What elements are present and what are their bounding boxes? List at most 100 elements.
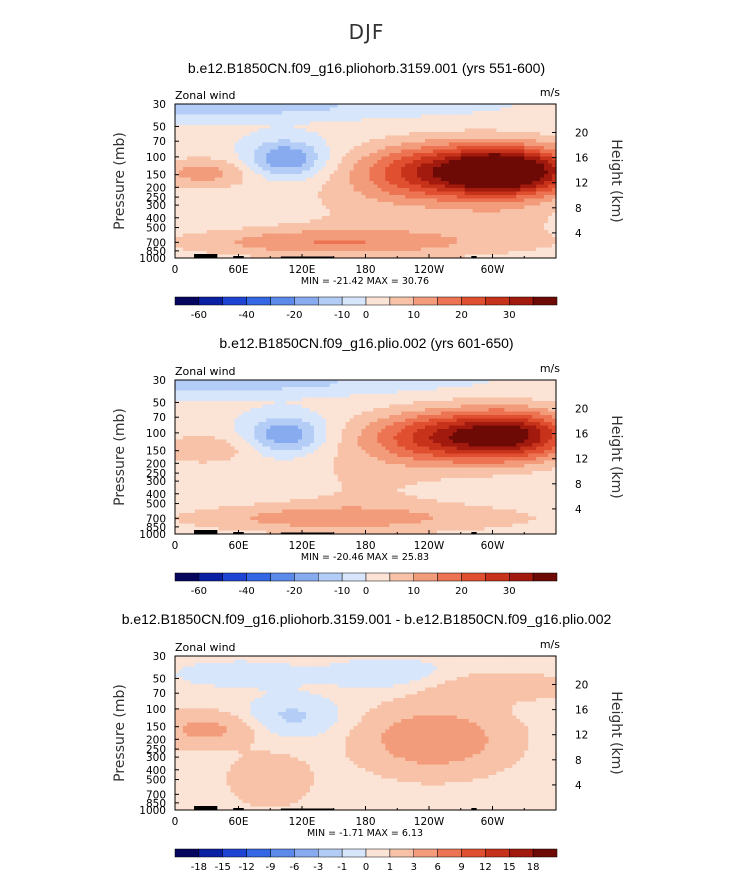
contour-cell: [429, 198, 434, 203]
contour-cell: [309, 167, 315, 172]
contour-cell: [313, 184, 319, 189]
contour-cell: [429, 118, 434, 123]
contour-cell: [468, 177, 474, 182]
contour-cell: [500, 216, 506, 221]
contour-cell: [381, 181, 386, 186]
contour-cell: [476, 153, 482, 158]
contour-cell: [333, 390, 339, 395]
contour-cell: [282, 247, 287, 252]
contour-cell: [484, 387, 490, 392]
contour-cell: [178, 118, 184, 123]
contour-cell: [480, 160, 486, 165]
contour-cell: [274, 184, 279, 189]
contour-cell: [512, 160, 517, 165]
contour-cell: [254, 160, 259, 165]
contour-cell: [222, 156, 228, 161]
contour-cell: [206, 219, 212, 224]
colorbar-swatch: [437, 296, 462, 306]
contour-cell: [278, 128, 283, 133]
contour-cell: [290, 104, 295, 109]
contour-cell: [218, 128, 224, 133]
contour-cell: [540, 139, 545, 144]
contour-cell: [508, 397, 513, 402]
contour-cell: [258, 153, 263, 158]
contour-cell: [429, 139, 434, 144]
contour-cell: [508, 247, 513, 252]
contour-cell: [266, 125, 271, 130]
contour-cell: [440, 135, 446, 140]
contour-cell: [206, 198, 212, 203]
contour-cell: [480, 170, 486, 175]
contour-cell: [413, 202, 418, 207]
contour-cell: [540, 254, 545, 259]
contour-cell: [270, 202, 275, 207]
contour-field-2: [175, 380, 557, 535]
contour-cell: [242, 156, 248, 161]
contour-cell: [262, 251, 267, 256]
contour-cell: [238, 132, 244, 137]
contour-cell: [365, 237, 371, 242]
contour-cell: [421, 394, 426, 399]
colorbar-label: 10: [407, 310, 420, 321]
contour-cell: [432, 212, 438, 217]
contour-cell: [429, 244, 434, 249]
contour-cell: [258, 181, 263, 186]
contour-cell: [190, 142, 196, 147]
contour-cell: [524, 390, 529, 395]
contour-cell: [321, 394, 327, 399]
contour-cell: [512, 195, 517, 200]
contour-cell: [504, 149, 509, 154]
contour-cell: [325, 114, 331, 119]
contour-cell: [175, 167, 180, 172]
contour-cell: [520, 135, 525, 140]
contour-cell: [413, 195, 418, 200]
contour-cell: [440, 205, 446, 210]
contour-cell: [381, 104, 386, 109]
contour-cell: [353, 226, 359, 231]
contour-cell: [266, 209, 271, 214]
contour-cell: [448, 191, 454, 196]
contour-cell: [484, 390, 490, 395]
contour-cell: [472, 135, 478, 140]
contour-cell: [218, 216, 224, 221]
height-tick-label: 4: [575, 228, 582, 240]
contour-cell: [230, 254, 236, 259]
contour-cell: [393, 212, 398, 217]
contour-cell: [321, 181, 327, 186]
contour-cell: [214, 139, 220, 144]
contour-cell: [329, 181, 335, 186]
contour-cell: [290, 118, 295, 123]
contour-cell: [194, 177, 200, 182]
contour-cell: [250, 212, 255, 217]
contour-cell: [305, 163, 311, 168]
contour-cell: [190, 233, 196, 238]
contour-cell: [282, 107, 287, 112]
contour-cell: [206, 167, 212, 172]
contour-cell: [254, 188, 259, 193]
contour-cell: [432, 240, 438, 245]
contour-cell: [508, 209, 513, 214]
contour-cell: [492, 233, 498, 238]
contour-cell: [460, 184, 466, 189]
contour-cell: [278, 142, 283, 147]
contour-cell: [194, 202, 200, 207]
contour-cell: [500, 146, 506, 151]
contour-cell: [210, 209, 216, 214]
contour-cell: [552, 387, 557, 392]
contour-cell: [524, 170, 529, 175]
contour-cell: [270, 237, 275, 242]
contour-cell: [452, 251, 458, 256]
contour-cell: [313, 195, 319, 200]
contour-cell: [242, 205, 248, 210]
contour-cell: [258, 202, 263, 207]
contour-cell: [234, 114, 240, 119]
contour-cell: [417, 387, 422, 392]
contour-cell: [504, 111, 509, 116]
contour-cell: [512, 121, 517, 126]
contour-cell: [230, 104, 236, 109]
contour-cell: [234, 128, 240, 133]
contour-cell: [373, 184, 379, 189]
contour-cell: [369, 142, 375, 147]
contour-cell: [436, 216, 442, 221]
contour-cell: [321, 104, 327, 109]
